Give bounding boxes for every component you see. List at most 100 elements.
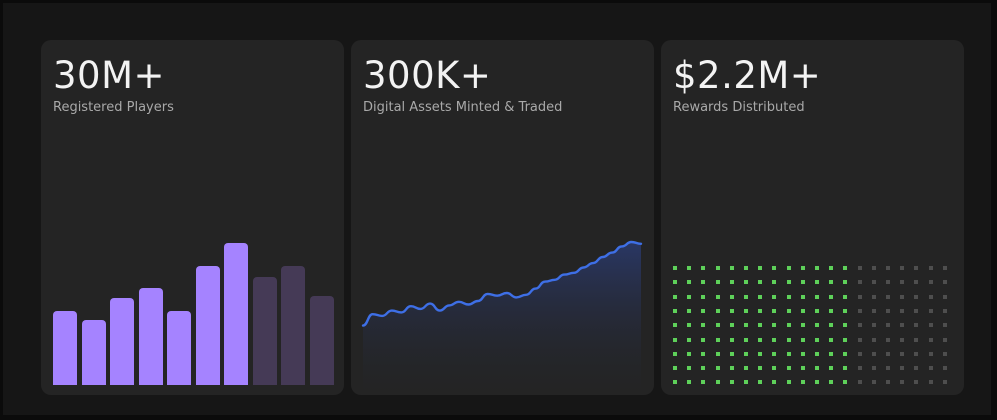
dot-empty xyxy=(871,266,876,270)
dot-filled xyxy=(729,308,734,313)
dot-filled xyxy=(772,337,777,342)
dot-filled xyxy=(800,337,805,342)
dot-filled xyxy=(673,351,677,356)
dot-empty xyxy=(871,366,876,371)
stat-card-digital-assets: 300K+ Digital Assets Minted & Traded xyxy=(351,40,654,395)
dot-filled xyxy=(829,366,834,371)
dot-empty xyxy=(886,337,890,342)
dot-filled xyxy=(772,294,777,299)
dot-empty xyxy=(942,351,947,356)
dot-filled xyxy=(729,380,734,385)
bar xyxy=(252,277,277,385)
dot-empty xyxy=(886,380,890,385)
stat-label: Digital Assets Minted & Traded xyxy=(363,100,563,115)
dot-filled xyxy=(687,337,692,342)
dot-filled xyxy=(744,351,748,356)
dot-filled xyxy=(729,337,734,342)
dot-empty xyxy=(900,351,905,356)
dot-filled xyxy=(715,337,720,342)
dot-filled xyxy=(687,366,692,371)
dot-empty xyxy=(928,323,933,328)
dot-filled xyxy=(744,280,748,285)
bar xyxy=(53,311,77,385)
dot-filled xyxy=(729,323,734,328)
dot-filled xyxy=(800,280,805,285)
dot-filled xyxy=(815,337,819,342)
dot-empty xyxy=(914,280,919,285)
dot-filled xyxy=(829,337,834,342)
dot-filled xyxy=(744,308,748,313)
dot-filled xyxy=(772,280,777,285)
dot-filled xyxy=(758,337,763,342)
dot-filled xyxy=(829,351,834,356)
dot-filled xyxy=(701,280,706,285)
dot-filled xyxy=(701,351,706,356)
dot-filled xyxy=(843,294,848,299)
dot-empty xyxy=(871,308,876,313)
dot-empty xyxy=(942,337,947,342)
dot-filled xyxy=(772,266,777,270)
bar xyxy=(224,243,248,385)
dot-filled xyxy=(673,323,677,328)
dot-empty xyxy=(857,294,862,299)
dot-filled xyxy=(843,266,848,270)
dot-filled xyxy=(701,380,706,385)
dot-empty xyxy=(857,266,862,270)
dot-empty xyxy=(928,380,933,385)
dot-filled xyxy=(701,308,706,313)
dot-empty xyxy=(942,266,947,270)
dot-filled xyxy=(715,294,720,299)
dot-filled xyxy=(715,308,720,313)
dot-empty xyxy=(900,266,905,270)
dot-empty xyxy=(886,308,890,313)
dot-empty xyxy=(886,323,890,328)
bar xyxy=(281,266,305,385)
dot-filled xyxy=(843,380,848,385)
dot-filled xyxy=(687,351,692,356)
bar xyxy=(195,266,220,385)
dot-empty xyxy=(886,266,890,270)
dot-filled xyxy=(786,366,791,371)
dot-filled xyxy=(715,366,720,371)
stat-value: 300K+ xyxy=(363,54,492,97)
dot-filled xyxy=(772,380,777,385)
dot-empty xyxy=(871,380,876,385)
dot-filled xyxy=(772,351,777,356)
dot-filled xyxy=(687,308,692,313)
dot-empty xyxy=(900,323,905,328)
dot-filled xyxy=(673,308,677,313)
dot-empty xyxy=(914,266,919,270)
dot-filled xyxy=(744,266,748,270)
dot-empty xyxy=(886,351,890,356)
dot-filled xyxy=(744,337,748,342)
dot-filled xyxy=(815,380,819,385)
dot-filled xyxy=(701,266,706,270)
dot-filled xyxy=(786,280,791,285)
dot-empty xyxy=(942,294,947,299)
dot-filled xyxy=(715,266,720,270)
dot-filled xyxy=(701,323,706,328)
dot-filled xyxy=(673,280,677,285)
dot-filled xyxy=(687,266,692,270)
dot-filled xyxy=(673,337,677,342)
dot-filled xyxy=(786,337,791,342)
dot-filled xyxy=(772,366,777,371)
dot-empty xyxy=(928,366,933,371)
stat-card-rewards: $2.2M+ Rewards Distributed xyxy=(661,40,964,395)
dot-empty xyxy=(914,380,919,385)
dot-filled xyxy=(687,280,692,285)
dot-empty xyxy=(942,323,947,328)
dot-filled xyxy=(829,280,834,285)
stat-label: Rewards Distributed xyxy=(673,100,805,115)
dot-filled xyxy=(715,351,720,356)
dot-filled xyxy=(729,294,734,299)
dot-filled xyxy=(701,366,706,371)
dot-filled xyxy=(829,308,834,313)
dot-filled xyxy=(800,294,805,299)
stat-value: 30M+ xyxy=(53,54,166,97)
dot-empty xyxy=(914,294,919,299)
dot-filled xyxy=(786,351,791,356)
dot-filled xyxy=(815,266,819,270)
dot-filled xyxy=(687,294,692,299)
dot-filled xyxy=(715,380,720,385)
